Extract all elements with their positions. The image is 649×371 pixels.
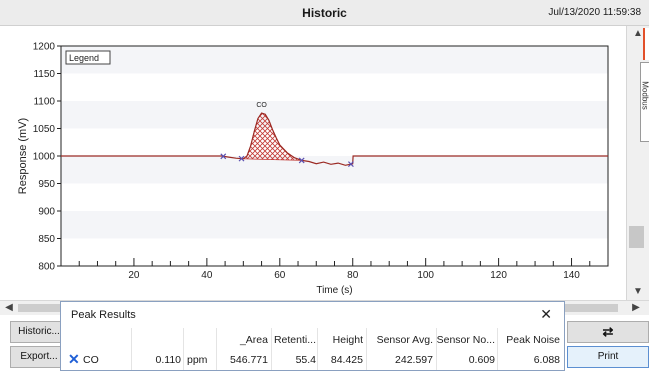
cell-sensor-noise: 0.609 bbox=[468, 354, 495, 366]
x-tick-label: 140 bbox=[563, 270, 580, 281]
cell-peak-noise: 6.088 bbox=[533, 354, 560, 366]
x-tick-label: 40 bbox=[201, 270, 213, 281]
x-tick-label: 80 bbox=[347, 270, 359, 281]
chart-area: 800 850 900 950 1000 1050 1100 1150 1200 20 40 60 80… bbox=[0, 26, 626, 300]
side-tab-label: Modbus bbox=[640, 81, 649, 110]
gas-unit: ppm bbox=[187, 354, 208, 366]
timestamp: Jul/13/2020 11:59:38 bbox=[548, 7, 641, 18]
peak-marker bbox=[238, 155, 245, 162]
side-tab-accent bbox=[643, 28, 649, 60]
print-button[interactable]: Print bbox=[567, 346, 649, 368]
x-tick-label: 120 bbox=[490, 270, 507, 281]
title-bar: Historic Jul/13/2020 11:59:38 bbox=[0, 0, 649, 26]
column-divider bbox=[183, 328, 184, 370]
column-divider bbox=[366, 328, 367, 370]
vertical-scrollbar[interactable]: ▲ Modbus ▼ bbox=[626, 26, 649, 300]
scroll-right-icon[interactable]: ▶ bbox=[632, 302, 640, 313]
peak-marker bbox=[347, 161, 354, 168]
peak-label: CO bbox=[256, 102, 267, 109]
gas-concentration: 0.110 bbox=[155, 354, 182, 366]
y-axis-label: Response (mV) bbox=[17, 118, 29, 194]
scroll-left-icon[interactable]: ◀ bbox=[5, 302, 13, 313]
delete-row-icon[interactable]: ✕ bbox=[68, 351, 80, 367]
grid-band bbox=[61, 46, 608, 74]
y-tick-label: 1100 bbox=[33, 97, 55, 108]
y-tick-label: 1200 bbox=[33, 42, 56, 53]
x-axis-label: Time (s) bbox=[316, 285, 352, 296]
grid-band bbox=[61, 101, 608, 129]
x-tick-label: 60 bbox=[274, 270, 286, 281]
peak-results-panel: Peak Results ✕ _Area Retenti... Height S… bbox=[60, 301, 565, 371]
legend-label: Legend bbox=[69, 53, 99, 63]
peak-results-title: Peak Results bbox=[71, 309, 136, 321]
y-tick-label: 850 bbox=[38, 234, 55, 245]
y-tick-label: 900 bbox=[38, 207, 55, 218]
y-tick-label: 950 bbox=[38, 179, 55, 190]
cell-sensor-avg: 242.597 bbox=[395, 354, 433, 366]
legend-box bbox=[65, 50, 111, 65]
column-header-retention[interactable]: Retenti... bbox=[273, 334, 316, 346]
column-header-area[interactable]: _Area bbox=[239, 334, 268, 346]
peak-marker bbox=[220, 153, 227, 160]
cell-height: 84.425 bbox=[330, 354, 363, 366]
cell-retention: 55.4 bbox=[295, 354, 316, 366]
column-divider bbox=[216, 328, 217, 370]
response-line bbox=[61, 112, 608, 166]
x-tick-label: 100 bbox=[417, 270, 434, 281]
column-divider bbox=[131, 328, 132, 370]
swap-button[interactable]: ⇄ bbox=[567, 321, 649, 343]
column-divider bbox=[271, 328, 272, 370]
column-header-height[interactable]: Height bbox=[332, 334, 363, 346]
column-divider bbox=[436, 328, 437, 370]
grid-band bbox=[61, 156, 608, 184]
side-tab-modbus[interactable]: Modbus bbox=[640, 62, 649, 142]
column-header-sensor-noise[interactable]: Sensor No... bbox=[436, 334, 495, 346]
column-header-peak-noise[interactable]: Peak Noise bbox=[506, 334, 560, 346]
peak-marker bbox=[298, 157, 305, 164]
window-title: Historic bbox=[302, 6, 347, 20]
y-tick-label: 1050 bbox=[33, 124, 56, 135]
close-icon[interactable]: ✕ bbox=[540, 306, 552, 322]
scroll-down-icon[interactable]: ▼ bbox=[633, 286, 643, 297]
gas-name: CO bbox=[83, 354, 99, 366]
column-divider bbox=[497, 328, 498, 370]
response-chart: 800 850 900 950 1000 1050 1100 1150 1200 20 40 60 80… bbox=[17, 42, 609, 296]
grid-band bbox=[61, 211, 608, 239]
x-tick-label: 20 bbox=[128, 270, 140, 281]
column-divider bbox=[317, 328, 318, 370]
y-tick-label: 1150 bbox=[33, 69, 55, 80]
y-tick-label: 800 bbox=[38, 262, 55, 273]
y-tick-label: 1000 bbox=[33, 152, 56, 163]
cell-area: 546.771 bbox=[230, 354, 268, 366]
scroll-up-icon[interactable]: ▲ bbox=[633, 28, 643, 39]
column-header-sensor-avg[interactable]: Sensor Avg. bbox=[376, 334, 433, 346]
vertical-scroll-thumb[interactable] bbox=[629, 226, 644, 248]
